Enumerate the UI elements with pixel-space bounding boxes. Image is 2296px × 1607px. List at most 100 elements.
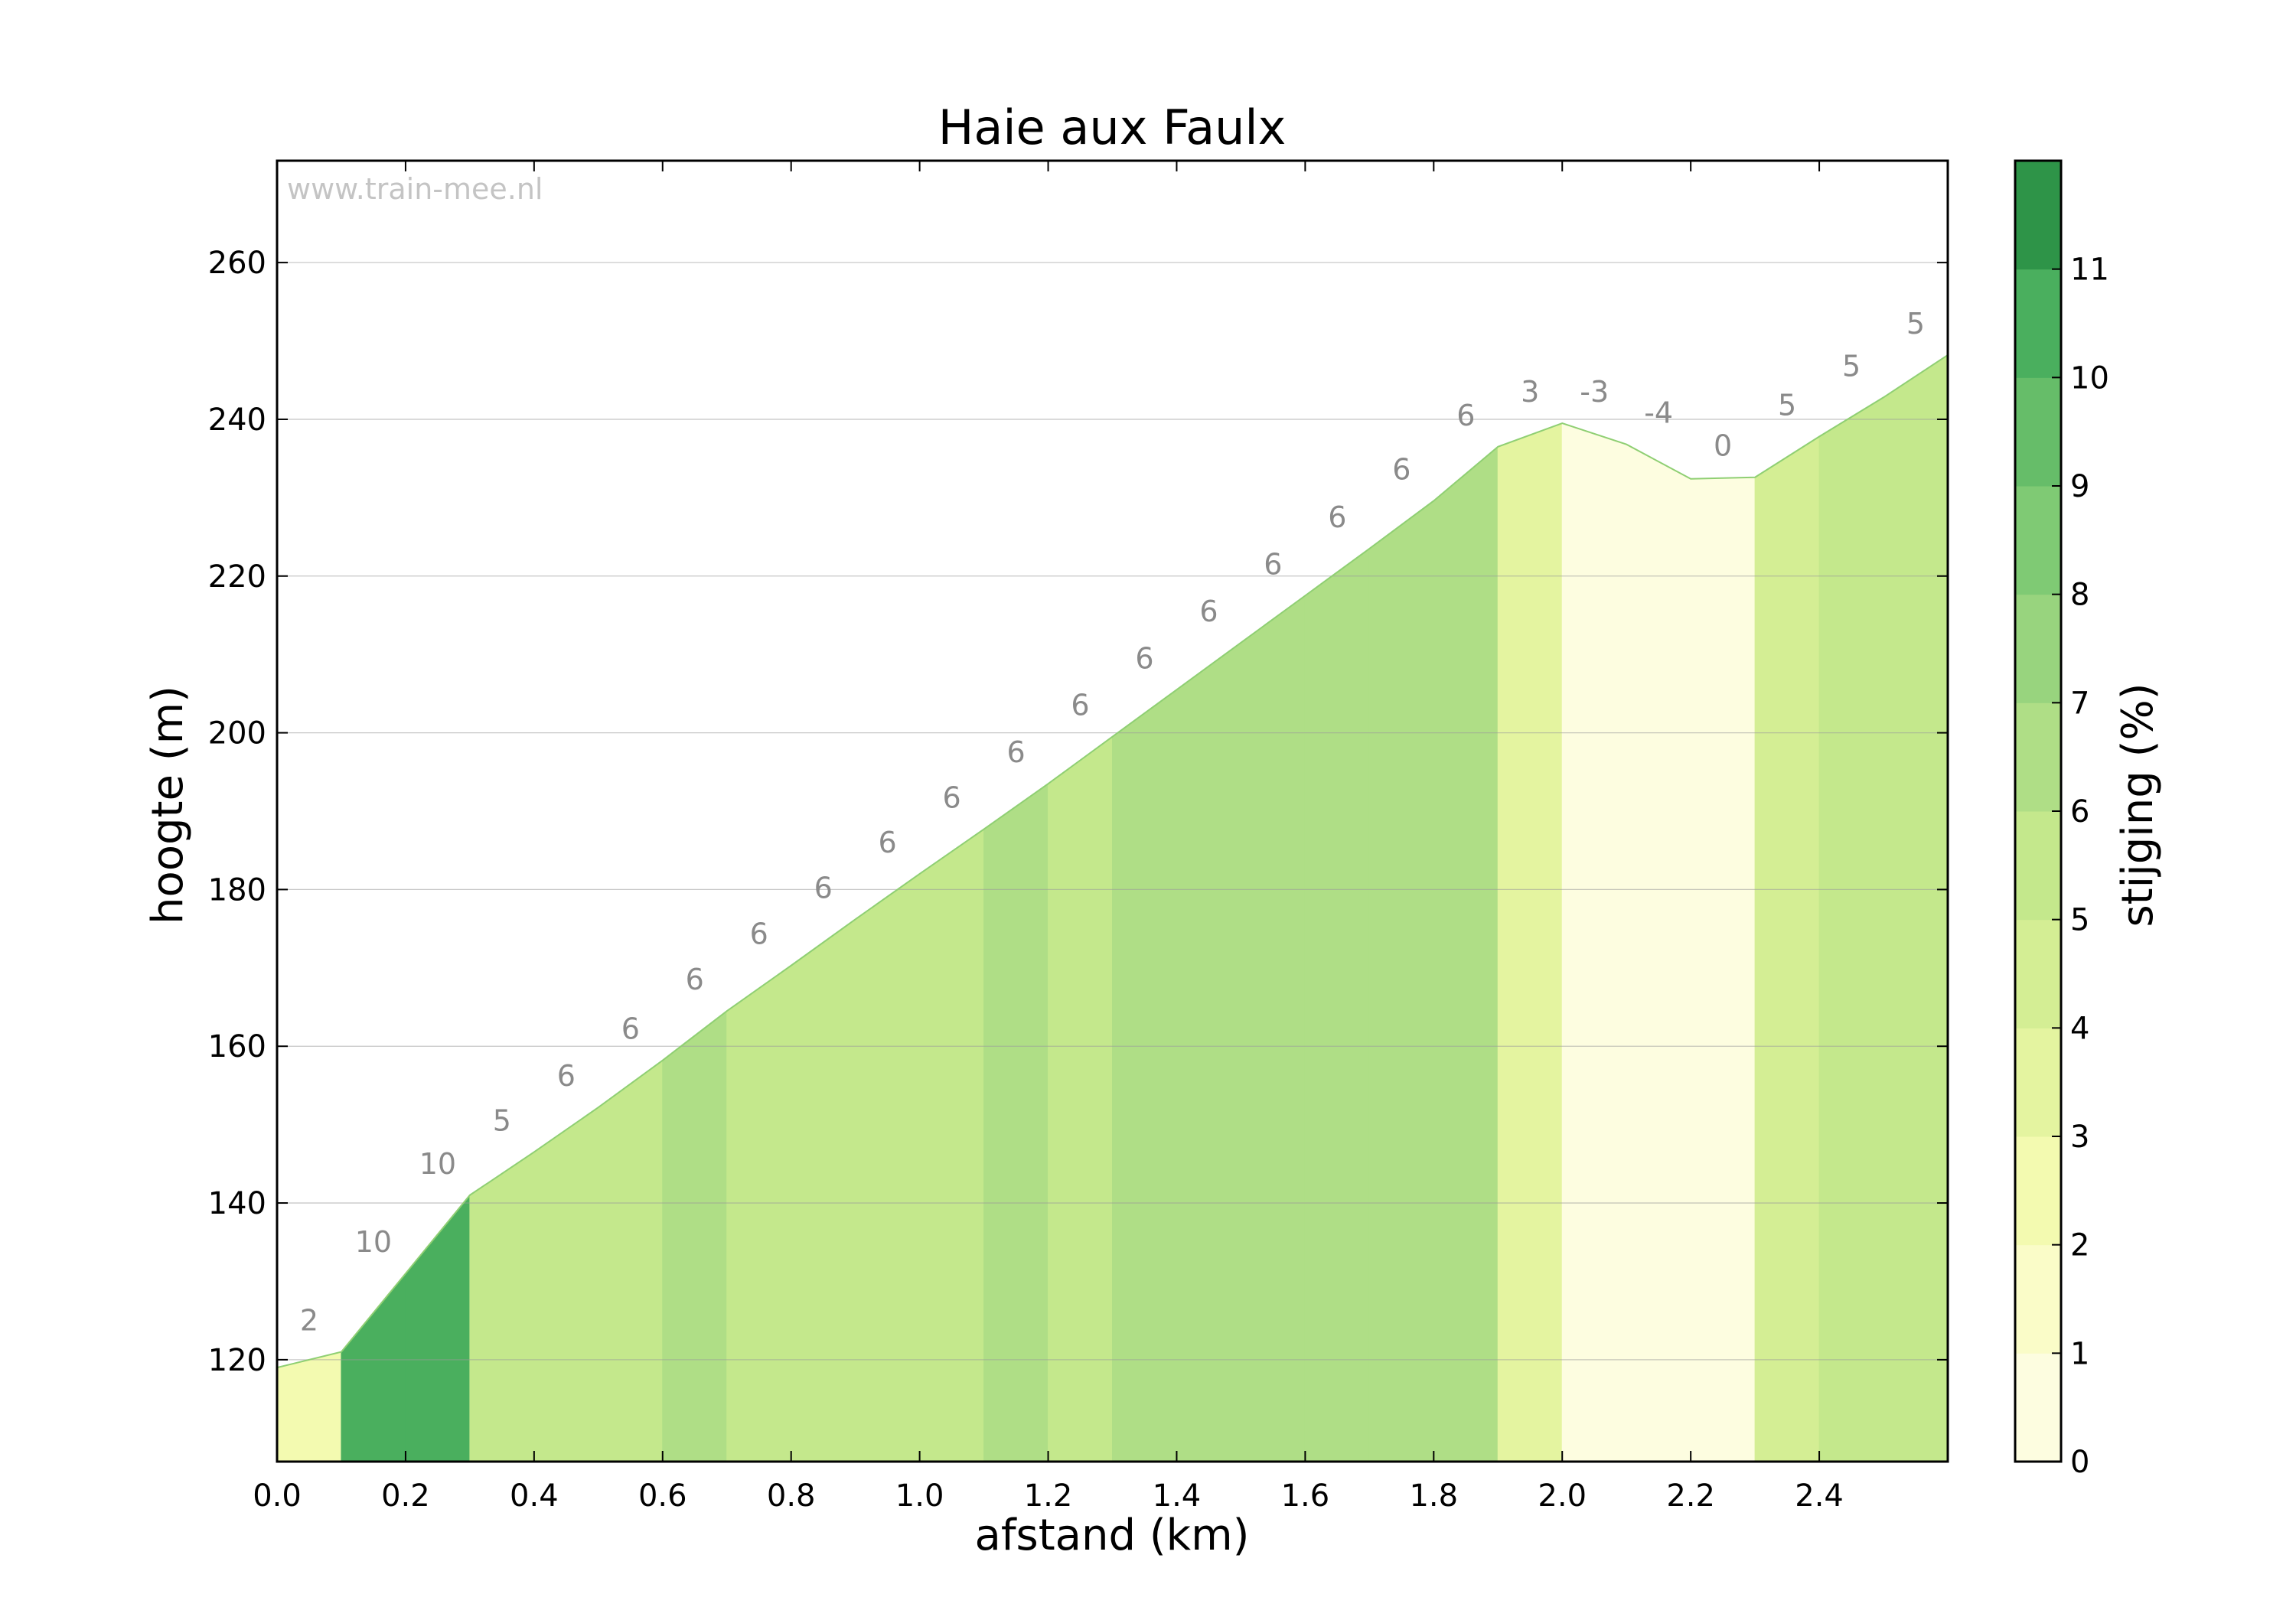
colorbar-swatch-1	[2015, 1244, 2061, 1354]
colorbar-title: stijging (%)	[2113, 683, 2163, 927]
x-tick-label: 0.2	[381, 1478, 430, 1514]
grade-label: 6	[686, 963, 704, 996]
grade-label: 2	[300, 1304, 318, 1338]
grid-lines	[277, 262, 1948, 1361]
y-axis-title: hoogte (m)	[143, 686, 193, 924]
grade-label: 6	[1071, 689, 1089, 722]
profile-segment-13	[1112, 689, 1177, 1462]
x-tick-label: 1.8	[1409, 1478, 1458, 1514]
grade-label: 6	[1006, 735, 1025, 769]
profile-segment-15	[1240, 595, 1306, 1462]
grade-labels: 2 10 10 5 6 6 6 6 6 6 6 6 6 6 6 6 6 6 6 3 -3 -4 0 5 5 5	[300, 307, 1925, 1338]
watermark: www.train-mee.nl	[287, 172, 543, 206]
colorbar: 0 1 2 3 4 5 6 7 8 9 10 11	[2014, 159, 2109, 1480]
profile-segment-4	[533, 1107, 599, 1462]
x-tick-label: 0.8	[767, 1478, 816, 1514]
profile-segment-10	[919, 828, 985, 1462]
colorbar-swatch-6	[2015, 702, 2061, 812]
profile-segment-16	[1304, 547, 1370, 1462]
y-tick-label: 200	[208, 716, 266, 751]
x-tick-label: 1.0	[895, 1478, 944, 1514]
x-tick-label: 0.6	[638, 1478, 687, 1514]
profile-segment-20	[1561, 422, 1627, 1462]
chart-title: Haie aux Faulx	[938, 99, 1287, 155]
colorbar-swatch-5	[2015, 811, 2061, 921]
x-tick-label: 0.0	[253, 1478, 302, 1514]
axes: 0.0 0.2 0.4 0.6 0.8 1.0 1.2 1.4 1.6 1.8 2.0 2.2 2.4 1…	[208, 159, 1949, 1514]
grade-label: 10	[419, 1147, 456, 1181]
grade-label: 6	[1456, 399, 1475, 432]
grade-label: 6	[750, 918, 768, 951]
profile-segment-25	[1883, 354, 1949, 1462]
colorbar-tick-label: 11	[2070, 253, 2109, 288]
y-tick-label: 220	[208, 559, 266, 595]
profile-segment-18	[1433, 445, 1499, 1462]
profile-fill	[276, 354, 1949, 1462]
profile-line	[276, 354, 1949, 1369]
x-tick-label: 2.4	[1795, 1478, 1844, 1514]
grade-label: -4	[1644, 396, 1673, 430]
profile-segment-1	[341, 1272, 406, 1462]
profile-segment-23	[1754, 435, 1820, 1462]
x-axis-title: afstand (km)	[975, 1511, 1250, 1560]
profile-segment-9	[855, 872, 921, 1462]
colorbar-swatch-8	[2015, 486, 2061, 595]
grade-label: 5	[1778, 388, 1796, 422]
plot-frame	[276, 159, 1949, 1463]
x-tick-label: 0.4	[510, 1478, 559, 1514]
colorbar-tick-label: 6	[2070, 794, 2089, 830]
colorbar-swatch-10	[2015, 269, 2061, 378]
colorbar-swatch-11	[2015, 161, 2061, 270]
x-tick-label: 1.4	[1153, 1478, 1202, 1514]
grade-label: 6	[879, 826, 897, 859]
colorbar-swatch-7	[2015, 594, 2061, 703]
colorbar-tick-label: 2	[2070, 1228, 2089, 1263]
colorbar-swatch-0	[2015, 1353, 2061, 1462]
profile-segment-3	[469, 1151, 535, 1462]
colorbar-tick-label: 0	[2070, 1445, 2089, 1480]
x-tick-label: 2.2	[1666, 1478, 1715, 1514]
grade-label: 5	[1842, 349, 1861, 383]
grade-label: 6	[814, 871, 833, 905]
colorbar-tick-label: 5	[2070, 903, 2089, 938]
profile-segment-8	[791, 918, 856, 1462]
colorbar-swatch-2	[2015, 1136, 2061, 1246]
colorbar-tick-label: 10	[2070, 360, 2109, 396]
profile-segment-17	[1368, 500, 1434, 1462]
colorbar-tick-label: 1	[2070, 1336, 2089, 1371]
grade-label: 3	[1521, 375, 1539, 409]
profile-outline	[276, 354, 1949, 1369]
y-tick-label: 140	[208, 1186, 266, 1221]
profile-segment-22	[1690, 477, 1756, 1462]
grade-label: 5	[1906, 307, 1925, 341]
grade-label: 6	[621, 1012, 640, 1046]
grade-label: 6	[557, 1059, 576, 1093]
grade-label: 6	[943, 781, 961, 815]
grade-label: 6	[1264, 547, 1282, 581]
colorbar-swatch-3	[2015, 1028, 2061, 1137]
y-tick-label: 180	[208, 872, 266, 908]
grade-label: 6	[1392, 452, 1411, 486]
grade-label: 5	[493, 1103, 511, 1137]
x-tick-label: 2.0	[1538, 1478, 1587, 1514]
grade-label: 6	[1135, 641, 1153, 675]
profile-segment-21	[1626, 443, 1691, 1462]
colorbar-tick-label: 9	[2070, 469, 2089, 504]
profile-segment-7	[726, 964, 792, 1462]
colorbar-tick-label: 8	[2070, 578, 2089, 613]
grade-label: 0	[1714, 429, 1732, 463]
y-tick-label: 240	[208, 403, 266, 438]
profile-segment-24	[1818, 396, 1884, 1462]
colorbar-swatch-9	[2015, 377, 2061, 487]
x-tick-label: 1.2	[1024, 1478, 1073, 1514]
x-tick-label: 1.6	[1281, 1478, 1330, 1514]
profile-segment-12	[1048, 735, 1113, 1462]
profile-segment-5	[598, 1059, 664, 1462]
profile-segment-19	[1497, 422, 1563, 1462]
grade-label: 10	[355, 1225, 392, 1259]
colorbar-swatch-4	[2015, 919, 2061, 1028]
y-tick-label: 260	[208, 246, 266, 281]
grade-label: -3	[1580, 375, 1609, 409]
profile-segment-0	[276, 1351, 342, 1462]
